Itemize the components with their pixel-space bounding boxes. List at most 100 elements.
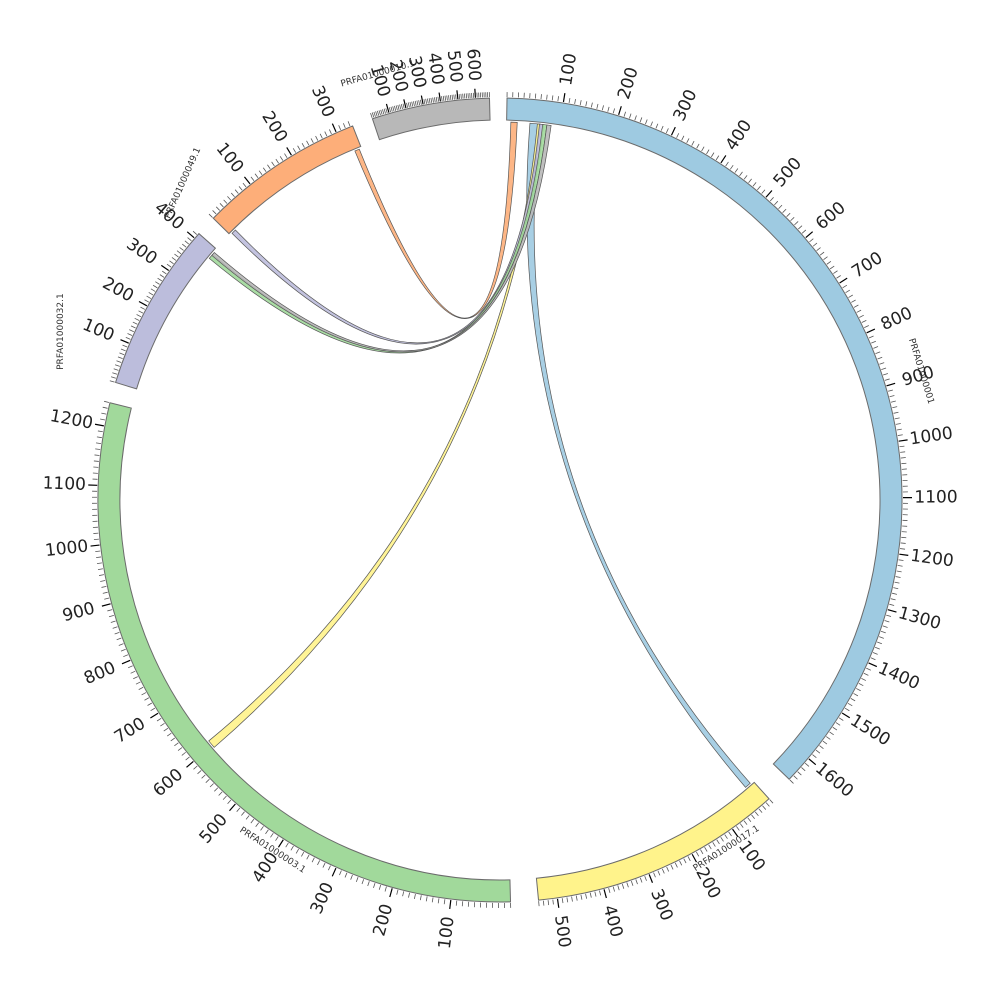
minor-tick <box>599 890 602 896</box>
minor-tick <box>765 802 770 807</box>
minor-tick <box>275 836 279 841</box>
ideogram-prfa01000001 <box>506 97 903 780</box>
minor-tick <box>301 143 305 148</box>
tick-label: 300 <box>307 879 338 917</box>
minor-tick <box>102 406 108 409</box>
ticks <box>88 88 912 909</box>
minor-tick <box>437 96 440 102</box>
minor-tick <box>859 314 864 318</box>
tick-label: 800 <box>81 658 119 689</box>
minor-tick <box>271 161 275 167</box>
major-tick <box>603 889 607 899</box>
minor-tick <box>284 153 288 159</box>
major-tick <box>229 803 236 812</box>
tick-label: 1200 <box>48 406 94 434</box>
minor-tick <box>260 826 264 831</box>
minor-tick <box>166 263 172 268</box>
tick-label: 300 <box>123 234 161 269</box>
minor-tick <box>812 242 818 247</box>
minor-tick <box>856 688 861 692</box>
minor-tick <box>110 620 116 623</box>
minor-tick <box>147 702 153 706</box>
tick-label: 600 <box>462 48 484 82</box>
minor-tick <box>275 158 279 164</box>
minor-tick <box>881 367 887 371</box>
minor-tick <box>423 99 426 105</box>
minor-tick <box>227 196 232 201</box>
minor-tick <box>864 325 869 329</box>
minor-tick <box>809 238 814 243</box>
minor-tick <box>797 771 802 776</box>
minor-tick <box>883 373 889 376</box>
minor-tick <box>100 580 106 582</box>
minor-tick <box>676 133 680 138</box>
minor-tick <box>623 111 626 117</box>
minor-tick <box>607 106 610 112</box>
minor-tick <box>594 891 597 897</box>
minor-tick <box>110 376 116 379</box>
minor-tick <box>179 247 184 251</box>
ideograms <box>97 97 903 903</box>
minor-tick <box>120 348 126 352</box>
minor-tick <box>871 340 876 344</box>
minor-tick <box>223 199 228 204</box>
minor-tick <box>267 164 271 170</box>
minor-tick <box>130 325 136 329</box>
minor-tick <box>162 270 167 275</box>
major-tick <box>186 761 194 768</box>
minor-tick <box>589 892 592 898</box>
major-tick <box>449 899 452 909</box>
minor-tick <box>794 221 799 226</box>
minor-tick <box>790 217 795 222</box>
tick-label: 100 <box>556 52 581 87</box>
minor-tick <box>245 815 250 820</box>
tick-label: 700 <box>111 714 149 748</box>
minor-tick <box>687 856 691 862</box>
major-tick <box>670 126 676 136</box>
minor-tick <box>402 103 405 109</box>
minor-tick <box>242 182 247 188</box>
minor-tick <box>889 395 895 398</box>
minor-tick <box>451 94 454 100</box>
minor-tick <box>133 676 138 680</box>
minor-tick <box>890 598 896 601</box>
minor-tick <box>134 317 140 321</box>
minor-tick <box>832 726 838 731</box>
minor-tick <box>793 775 798 780</box>
minor-tick <box>95 448 101 450</box>
minor-tick <box>425 98 427 104</box>
minor-tick <box>250 818 255 824</box>
minor-tick <box>557 96 559 102</box>
minor-tick <box>384 886 387 892</box>
minor-tick <box>895 576 901 578</box>
labels: 100 2003004005006007008009001000110012001… <box>42 48 957 950</box>
minor-tick <box>853 693 859 697</box>
minor-tick <box>166 732 172 737</box>
tick-label: 200 <box>257 108 291 146</box>
minor-tick <box>896 428 902 431</box>
minor-tick <box>893 587 899 590</box>
minor-tick <box>159 274 165 278</box>
ideogram-prfa01000017.1 <box>535 781 770 901</box>
tick-label: 1200 <box>909 546 955 572</box>
minor-tick <box>127 333 133 336</box>
minor-tick <box>146 295 152 299</box>
major-tick <box>331 123 337 133</box>
minor-tick <box>322 862 326 868</box>
minor-tick <box>416 100 419 106</box>
major-tick <box>101 603 111 607</box>
minor-tick <box>138 310 144 314</box>
tick-label: 100 <box>435 915 459 950</box>
minor-tick <box>117 356 123 359</box>
minor-tick <box>119 352 125 356</box>
minor-tick <box>568 97 571 104</box>
minor-tick <box>371 112 375 118</box>
minor-tick <box>739 171 743 177</box>
minor-tick <box>629 113 632 119</box>
minor-tick <box>751 814 755 820</box>
minor-tick <box>177 747 183 751</box>
minor-tick <box>579 100 582 106</box>
minor-tick <box>708 844 712 850</box>
minor-tick <box>127 665 133 669</box>
minor-tick <box>752 182 757 187</box>
